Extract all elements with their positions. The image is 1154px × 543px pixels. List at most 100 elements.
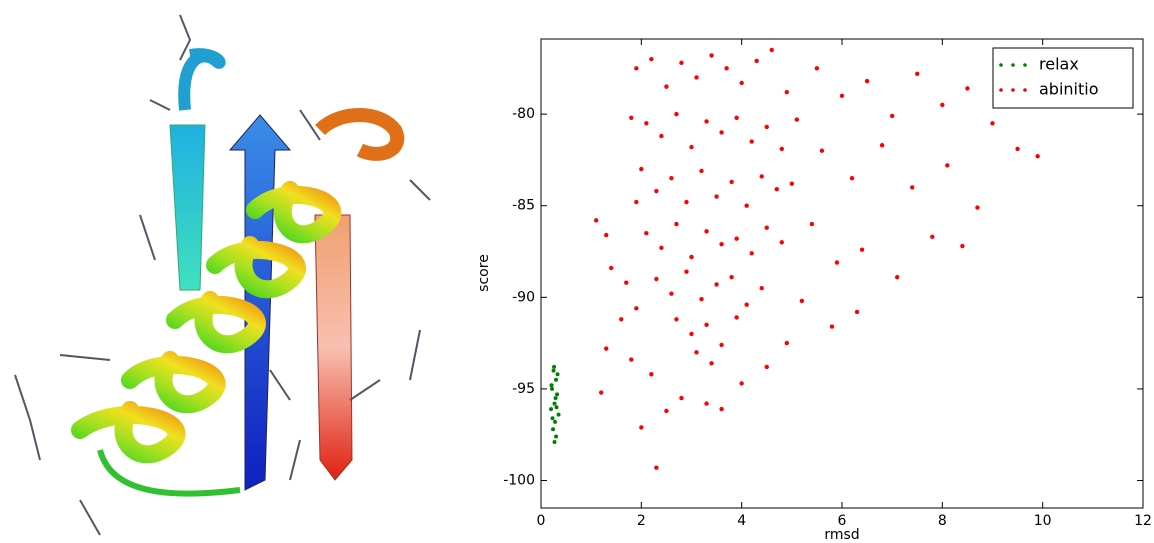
point <box>779 146 784 152</box>
point <box>734 236 739 241</box>
protein-image <box>14 14 431 536</box>
point <box>551 368 556 373</box>
point <box>734 115 739 120</box>
point <box>604 346 609 351</box>
point <box>719 241 724 247</box>
point <box>975 205 980 210</box>
plot-area <box>540 38 1144 509</box>
point <box>550 416 555 421</box>
point <box>669 176 674 181</box>
point <box>794 117 800 122</box>
point <box>551 427 556 432</box>
y-tick-label: -80 <box>512 106 535 122</box>
point <box>689 144 694 150</box>
point <box>719 342 724 348</box>
point <box>764 364 769 370</box>
point <box>814 66 820 71</box>
point <box>809 221 815 227</box>
axes-frame <box>540 38 1144 509</box>
point <box>553 396 558 401</box>
legend-label: abinitio <box>1039 80 1099 99</box>
x-axis-label: rmsd <box>824 527 859 543</box>
legend-swatch <box>1011 63 1015 67</box>
point <box>654 276 659 282</box>
point <box>649 372 654 377</box>
point <box>694 350 699 355</box>
x-tick-label: 2 <box>637 513 646 529</box>
point <box>684 269 689 274</box>
point <box>714 194 719 199</box>
point <box>719 406 724 412</box>
point <box>734 315 739 320</box>
point <box>609 265 614 271</box>
series-0 <box>549 364 561 445</box>
y-tick-label: -100 <box>503 473 535 489</box>
point <box>915 71 920 77</box>
y-tick-label: -85 <box>512 198 535 214</box>
point <box>593 218 599 223</box>
point <box>965 86 970 91</box>
point <box>729 274 734 280</box>
point <box>552 401 557 406</box>
point <box>739 80 744 86</box>
point <box>553 419 558 424</box>
point <box>739 381 744 386</box>
point <box>679 395 684 401</box>
point <box>549 383 554 388</box>
point <box>894 274 900 280</box>
point <box>704 322 709 327</box>
point <box>784 340 790 346</box>
point <box>699 168 704 174</box>
point <box>604 232 609 238</box>
point <box>674 221 679 227</box>
point <box>764 124 769 130</box>
x-tick-label: 4 <box>737 513 746 529</box>
y-tick-label: -90 <box>512 289 535 305</box>
point <box>629 357 634 362</box>
point <box>629 115 634 120</box>
point <box>556 412 561 417</box>
point <box>709 361 714 366</box>
point <box>654 188 659 194</box>
legend-swatch <box>1023 63 1027 67</box>
point <box>704 119 709 124</box>
point <box>769 47 774 53</box>
point <box>940 102 945 108</box>
point <box>679 60 684 66</box>
point <box>634 199 639 205</box>
point <box>599 390 604 395</box>
point <box>759 174 764 179</box>
point <box>714 282 719 287</box>
point <box>849 176 855 181</box>
point <box>555 372 560 377</box>
point <box>669 291 674 296</box>
point <box>624 280 629 285</box>
point <box>644 230 649 236</box>
point <box>664 408 669 414</box>
y-tick-label: -95 <box>512 381 535 397</box>
point <box>674 111 679 117</box>
point <box>774 187 779 192</box>
point <box>659 245 664 251</box>
point <box>704 401 709 406</box>
point <box>704 229 709 234</box>
point <box>694 75 699 80</box>
point <box>554 434 559 439</box>
x-tick-label: 10 <box>1034 513 1052 529</box>
point <box>759 285 764 291</box>
x-tick-label: 12 <box>1134 513 1152 529</box>
point <box>554 405 559 410</box>
point <box>990 121 995 126</box>
point <box>719 130 724 135</box>
point <box>754 58 759 64</box>
point <box>764 225 769 230</box>
series-1 <box>593 47 1040 470</box>
point <box>744 203 749 208</box>
point <box>749 251 754 256</box>
point <box>779 240 784 245</box>
point <box>689 331 694 337</box>
point <box>634 66 639 71</box>
point <box>784 89 790 95</box>
legend: relax abinitio <box>992 47 1134 109</box>
point <box>910 185 915 190</box>
